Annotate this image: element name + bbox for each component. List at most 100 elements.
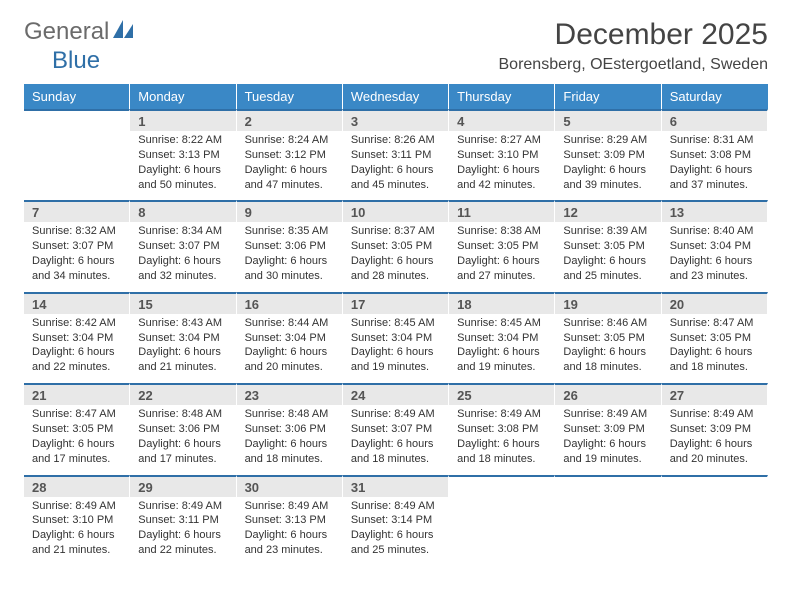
day-number: 20 [662, 294, 767, 314]
empty-cell [449, 497, 555, 566]
day-info-cell: Sunrise: 8:31 AMSunset: 3:08 PMDaylight:… [662, 131, 768, 200]
logo-text-general: General [24, 18, 109, 46]
day-info: Sunrise: 8:49 AMSunset: 3:07 PMDaylight:… [351, 407, 440, 466]
day-info-cell: Sunrise: 8:49 AMSunset: 3:09 PMDaylight:… [662, 405, 768, 474]
empty-cell [449, 475, 555, 497]
empty-cell [24, 109, 130, 131]
day-info-cell: Sunrise: 8:39 AMSunset: 3:05 PMDaylight:… [555, 222, 661, 291]
day-number-cell: 5 [555, 109, 661, 131]
day-info-cell: Sunrise: 8:49 AMSunset: 3:08 PMDaylight:… [449, 405, 555, 474]
day-number-cell: 22 [130, 383, 236, 405]
day-info-cell: Sunrise: 8:24 AMSunset: 3:12 PMDaylight:… [237, 131, 343, 200]
day-number: 25 [449, 385, 554, 405]
day-number: 30 [237, 477, 342, 497]
day-info: Sunrise: 8:35 AMSunset: 3:06 PMDaylight:… [245, 224, 334, 283]
day-info: Sunrise: 8:34 AMSunset: 3:07 PMDaylight:… [138, 224, 227, 283]
day-info-cell: Sunrise: 8:27 AMSunset: 3:10 PMDaylight:… [449, 131, 555, 200]
day-info: Sunrise: 8:22 AMSunset: 3:13 PMDaylight:… [138, 133, 227, 192]
day-info-cell: Sunrise: 8:49 AMSunset: 3:09 PMDaylight:… [555, 405, 661, 474]
day-info-cell: Sunrise: 8:22 AMSunset: 3:13 PMDaylight:… [130, 131, 236, 200]
day-number-cell: 26 [555, 383, 661, 405]
day-info-cell: Sunrise: 8:38 AMSunset: 3:05 PMDaylight:… [449, 222, 555, 291]
day-number: 18 [449, 294, 554, 314]
day-info: Sunrise: 8:39 AMSunset: 3:05 PMDaylight:… [563, 224, 652, 283]
day-number: 16 [237, 294, 342, 314]
day-info: Sunrise: 8:49 AMSunset: 3:14 PMDaylight:… [351, 499, 440, 558]
empty-cell [662, 475, 768, 497]
day-number: 28 [24, 477, 129, 497]
day-number-cell: 30 [237, 475, 343, 497]
day-info: Sunrise: 8:27 AMSunset: 3:10 PMDaylight:… [457, 133, 546, 192]
day-info-cell: Sunrise: 8:48 AMSunset: 3:06 PMDaylight:… [237, 405, 343, 474]
day-number-cell: 8 [130, 200, 236, 222]
day-number: 26 [555, 385, 660, 405]
week-info-row: Sunrise: 8:32 AMSunset: 3:07 PMDaylight:… [24, 222, 768, 291]
day-header: Saturday [662, 84, 768, 109]
day-info: Sunrise: 8:44 AMSunset: 3:04 PMDaylight:… [245, 316, 334, 375]
location-subtitle: Borensberg, OEstergoetland, Sweden [499, 56, 769, 74]
day-info-cell: Sunrise: 8:45 AMSunset: 3:04 PMDaylight:… [449, 314, 555, 383]
day-info-cell: Sunrise: 8:45 AMSunset: 3:04 PMDaylight:… [343, 314, 449, 383]
day-info: Sunrise: 8:48 AMSunset: 3:06 PMDaylight:… [245, 407, 334, 466]
day-info-cell: Sunrise: 8:49 AMSunset: 3:07 PMDaylight:… [343, 405, 449, 474]
day-header: Friday [555, 84, 661, 109]
day-number: 1 [130, 111, 235, 131]
empty-cell [24, 131, 130, 200]
day-info-cell: Sunrise: 8:44 AMSunset: 3:04 PMDaylight:… [237, 314, 343, 383]
day-header: Sunday [24, 84, 130, 109]
day-info: Sunrise: 8:47 AMSunset: 3:05 PMDaylight:… [670, 316, 759, 375]
week-number-row: 28293031 [24, 475, 768, 497]
day-number-cell: 17 [343, 292, 449, 314]
day-info: Sunrise: 8:46 AMSunset: 3:05 PMDaylight:… [563, 316, 652, 375]
logo-sail-icon [113, 20, 135, 45]
week-info-row: Sunrise: 8:49 AMSunset: 3:10 PMDaylight:… [24, 497, 768, 566]
day-number-cell: 29 [130, 475, 236, 497]
day-info: Sunrise: 8:49 AMSunset: 3:10 PMDaylight:… [32, 499, 121, 558]
day-number-cell: 3 [343, 109, 449, 131]
day-info: Sunrise: 8:49 AMSunset: 3:13 PMDaylight:… [245, 499, 334, 558]
day-number: 3 [343, 111, 448, 131]
day-info: Sunrise: 8:47 AMSunset: 3:05 PMDaylight:… [32, 407, 121, 466]
logo: General [24, 18, 139, 46]
day-info: Sunrise: 8:49 AMSunset: 3:09 PMDaylight:… [563, 407, 652, 466]
day-info-cell: Sunrise: 8:47 AMSunset: 3:05 PMDaylight:… [662, 314, 768, 383]
day-number-cell: 15 [130, 292, 236, 314]
day-number-cell: 9 [237, 200, 343, 222]
day-number: 23 [237, 385, 342, 405]
day-info: Sunrise: 8:42 AMSunset: 3:04 PMDaylight:… [32, 316, 121, 375]
day-number-cell: 7 [24, 200, 130, 222]
day-number-cell: 1 [130, 109, 236, 131]
day-number-cell: 27 [662, 383, 768, 405]
day-number-cell: 19 [555, 292, 661, 314]
week-number-row: 123456 [24, 109, 768, 131]
day-info-cell: Sunrise: 8:32 AMSunset: 3:07 PMDaylight:… [24, 222, 130, 291]
day-number-cell: 16 [237, 292, 343, 314]
day-number-cell: 18 [449, 292, 555, 314]
day-info-cell: Sunrise: 8:34 AMSunset: 3:07 PMDaylight:… [130, 222, 236, 291]
day-info: Sunrise: 8:29 AMSunset: 3:09 PMDaylight:… [563, 133, 652, 192]
day-info-cell: Sunrise: 8:46 AMSunset: 3:05 PMDaylight:… [555, 314, 661, 383]
week-info-row: Sunrise: 8:42 AMSunset: 3:04 PMDaylight:… [24, 314, 768, 383]
day-number-cell: 14 [24, 292, 130, 314]
day-number-cell: 13 [662, 200, 768, 222]
week-info-row: Sunrise: 8:22 AMSunset: 3:13 PMDaylight:… [24, 131, 768, 200]
day-number: 29 [130, 477, 235, 497]
day-number-cell: 6 [662, 109, 768, 131]
day-info: Sunrise: 8:45 AMSunset: 3:04 PMDaylight:… [457, 316, 546, 375]
day-info-cell: Sunrise: 8:49 AMSunset: 3:11 PMDaylight:… [130, 497, 236, 566]
day-number: 9 [237, 202, 342, 222]
day-info-cell: Sunrise: 8:37 AMSunset: 3:05 PMDaylight:… [343, 222, 449, 291]
day-number-cell: 31 [343, 475, 449, 497]
day-info-cell: Sunrise: 8:49 AMSunset: 3:13 PMDaylight:… [237, 497, 343, 566]
day-info: Sunrise: 8:26 AMSunset: 3:11 PMDaylight:… [351, 133, 440, 192]
logo-text-blue: Blue [52, 47, 100, 75]
day-header-row: SundayMondayTuesdayWednesdayThursdayFrid… [24, 84, 768, 109]
day-info-cell: Sunrise: 8:42 AMSunset: 3:04 PMDaylight:… [24, 314, 130, 383]
day-info-cell: Sunrise: 8:49 AMSunset: 3:14 PMDaylight:… [343, 497, 449, 566]
day-info: Sunrise: 8:45 AMSunset: 3:04 PMDaylight:… [351, 316, 440, 375]
week-info-row: Sunrise: 8:47 AMSunset: 3:05 PMDaylight:… [24, 405, 768, 474]
day-header: Monday [130, 84, 236, 109]
day-number-cell: 21 [24, 383, 130, 405]
day-info: Sunrise: 8:24 AMSunset: 3:12 PMDaylight:… [245, 133, 334, 192]
day-header: Thursday [449, 84, 555, 109]
